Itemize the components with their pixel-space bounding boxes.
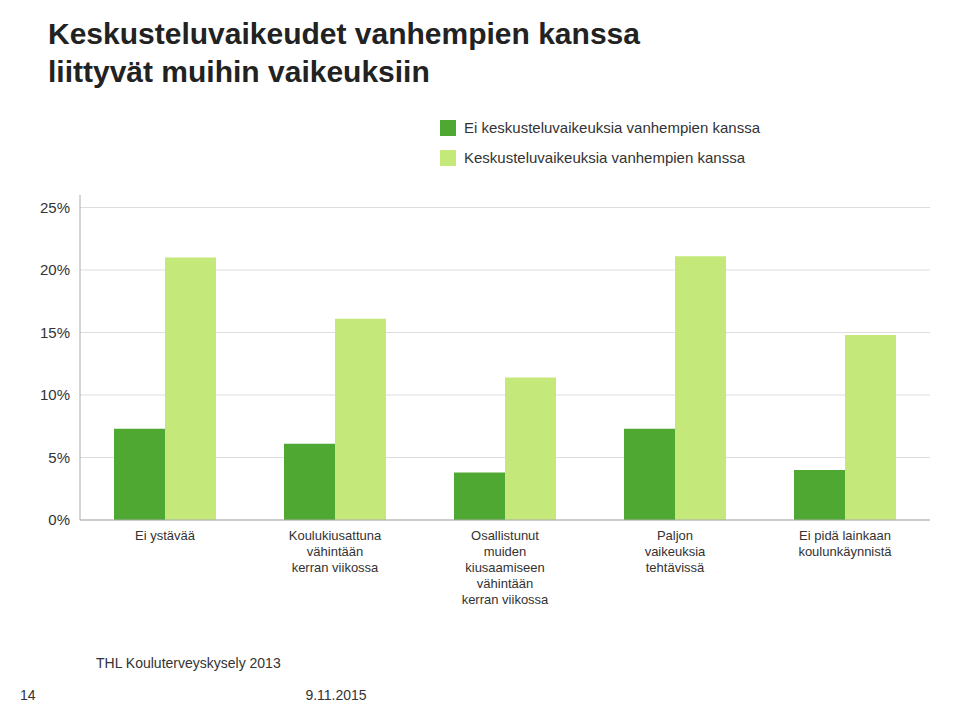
x-tick-label: Ei pidä lainkaankoulunkäynnistä bbox=[798, 528, 892, 559]
x-tick-label: Ei ystävää bbox=[135, 528, 196, 543]
bars bbox=[114, 256, 896, 520]
bar bbox=[165, 258, 216, 521]
y-tick-label: 25% bbox=[40, 199, 70, 216]
y-tick-label: 5% bbox=[48, 449, 70, 466]
legend-label: Keskusteluvaikeuksia vanhempien kanssa bbox=[464, 149, 746, 166]
legend-label: Ei keskusteluvaikeuksia vanhempien kanss… bbox=[464, 119, 761, 136]
annotation: 14 bbox=[20, 687, 36, 703]
bar bbox=[335, 319, 386, 520]
bar bbox=[675, 256, 726, 520]
y-tick-label: 0% bbox=[48, 511, 70, 528]
bar bbox=[284, 444, 335, 520]
x-axis-line bbox=[80, 520, 930, 521]
x-tick-label: Koulukiusattunavähintäänkerran viikossa bbox=[289, 528, 382, 575]
x-tick-label: Osallistunutmuidenkiusaamiseenvähintäänk… bbox=[462, 528, 549, 607]
annotation: THL Kouluterveyskysely 2013 bbox=[96, 655, 281, 671]
bar bbox=[794, 470, 845, 520]
bar bbox=[624, 429, 675, 520]
grid bbox=[80, 208, 930, 521]
y-tick-label: 10% bbox=[40, 386, 70, 403]
x-tick-label: Paljonvaikeuksiatehtävissä bbox=[645, 528, 706, 575]
bar bbox=[114, 429, 165, 520]
legend: Ei keskusteluvaikeuksia vanhempien kanss… bbox=[440, 119, 761, 166]
legend-swatch bbox=[440, 150, 456, 166]
grid-line bbox=[80, 207, 930, 208]
grid-line bbox=[80, 520, 930, 521]
y-tick-label: 20% bbox=[40, 261, 70, 278]
bar bbox=[454, 473, 505, 521]
bar bbox=[845, 335, 896, 520]
annotation: 9.11.2015 bbox=[305, 687, 366, 703]
legend-swatch bbox=[440, 120, 456, 136]
bar bbox=[505, 378, 556, 521]
y-tick-label: 15% bbox=[40, 324, 70, 341]
y-axis-line bbox=[80, 195, 81, 520]
chart: Keskusteluvaikeudet vanhempien kanssalii… bbox=[0, 0, 960, 718]
title: Keskusteluvaikeudet vanhempien kanssalii… bbox=[48, 17, 640, 88]
